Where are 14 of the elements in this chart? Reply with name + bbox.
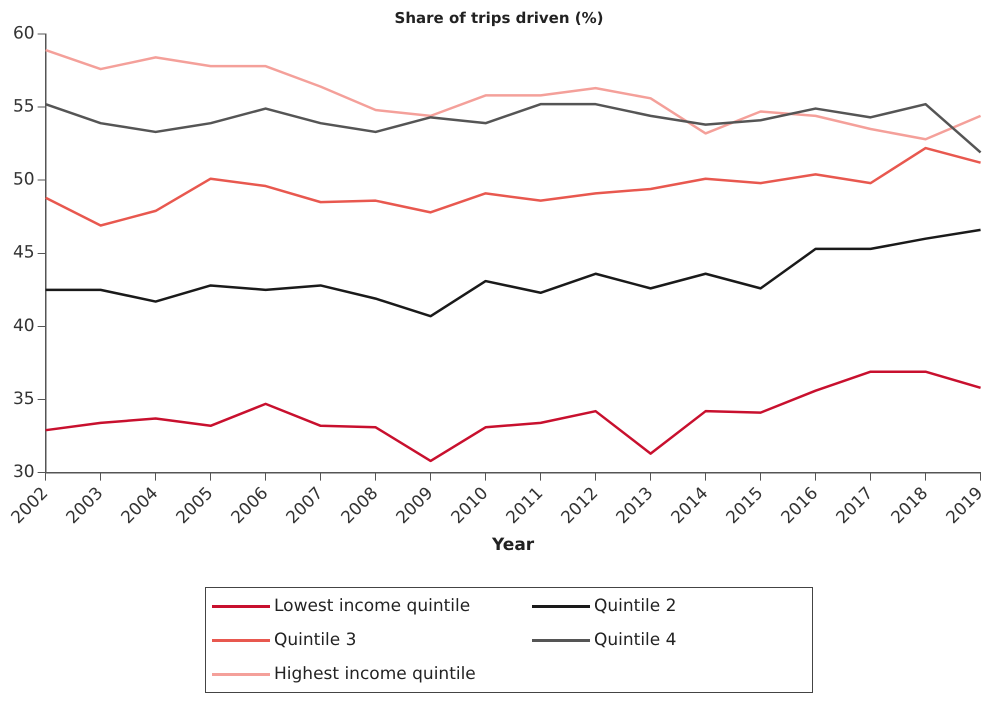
legend-label: Lowest income quintile: [274, 596, 470, 616]
y-tick-label: 35: [12, 388, 35, 409]
chart-title: Share of trips driven (%): [394, 8, 604, 27]
y-tick-label: 40: [12, 316, 35, 336]
legend-label: Quintile 4: [594, 630, 676, 650]
y-tick-label: 60: [12, 23, 35, 44]
legend-label: Quintile 2: [594, 596, 676, 616]
y-tick-label: 55: [12, 96, 35, 117]
legend-label: Highest income quintile: [274, 664, 476, 684]
legend-label: Quintile 3: [274, 630, 356, 650]
y-tick-label: 30: [12, 462, 35, 482]
y-tick-label: 50: [12, 170, 35, 190]
x-axis-title: Year: [491, 535, 535, 556]
y-tick-label: 45: [12, 242, 35, 263]
